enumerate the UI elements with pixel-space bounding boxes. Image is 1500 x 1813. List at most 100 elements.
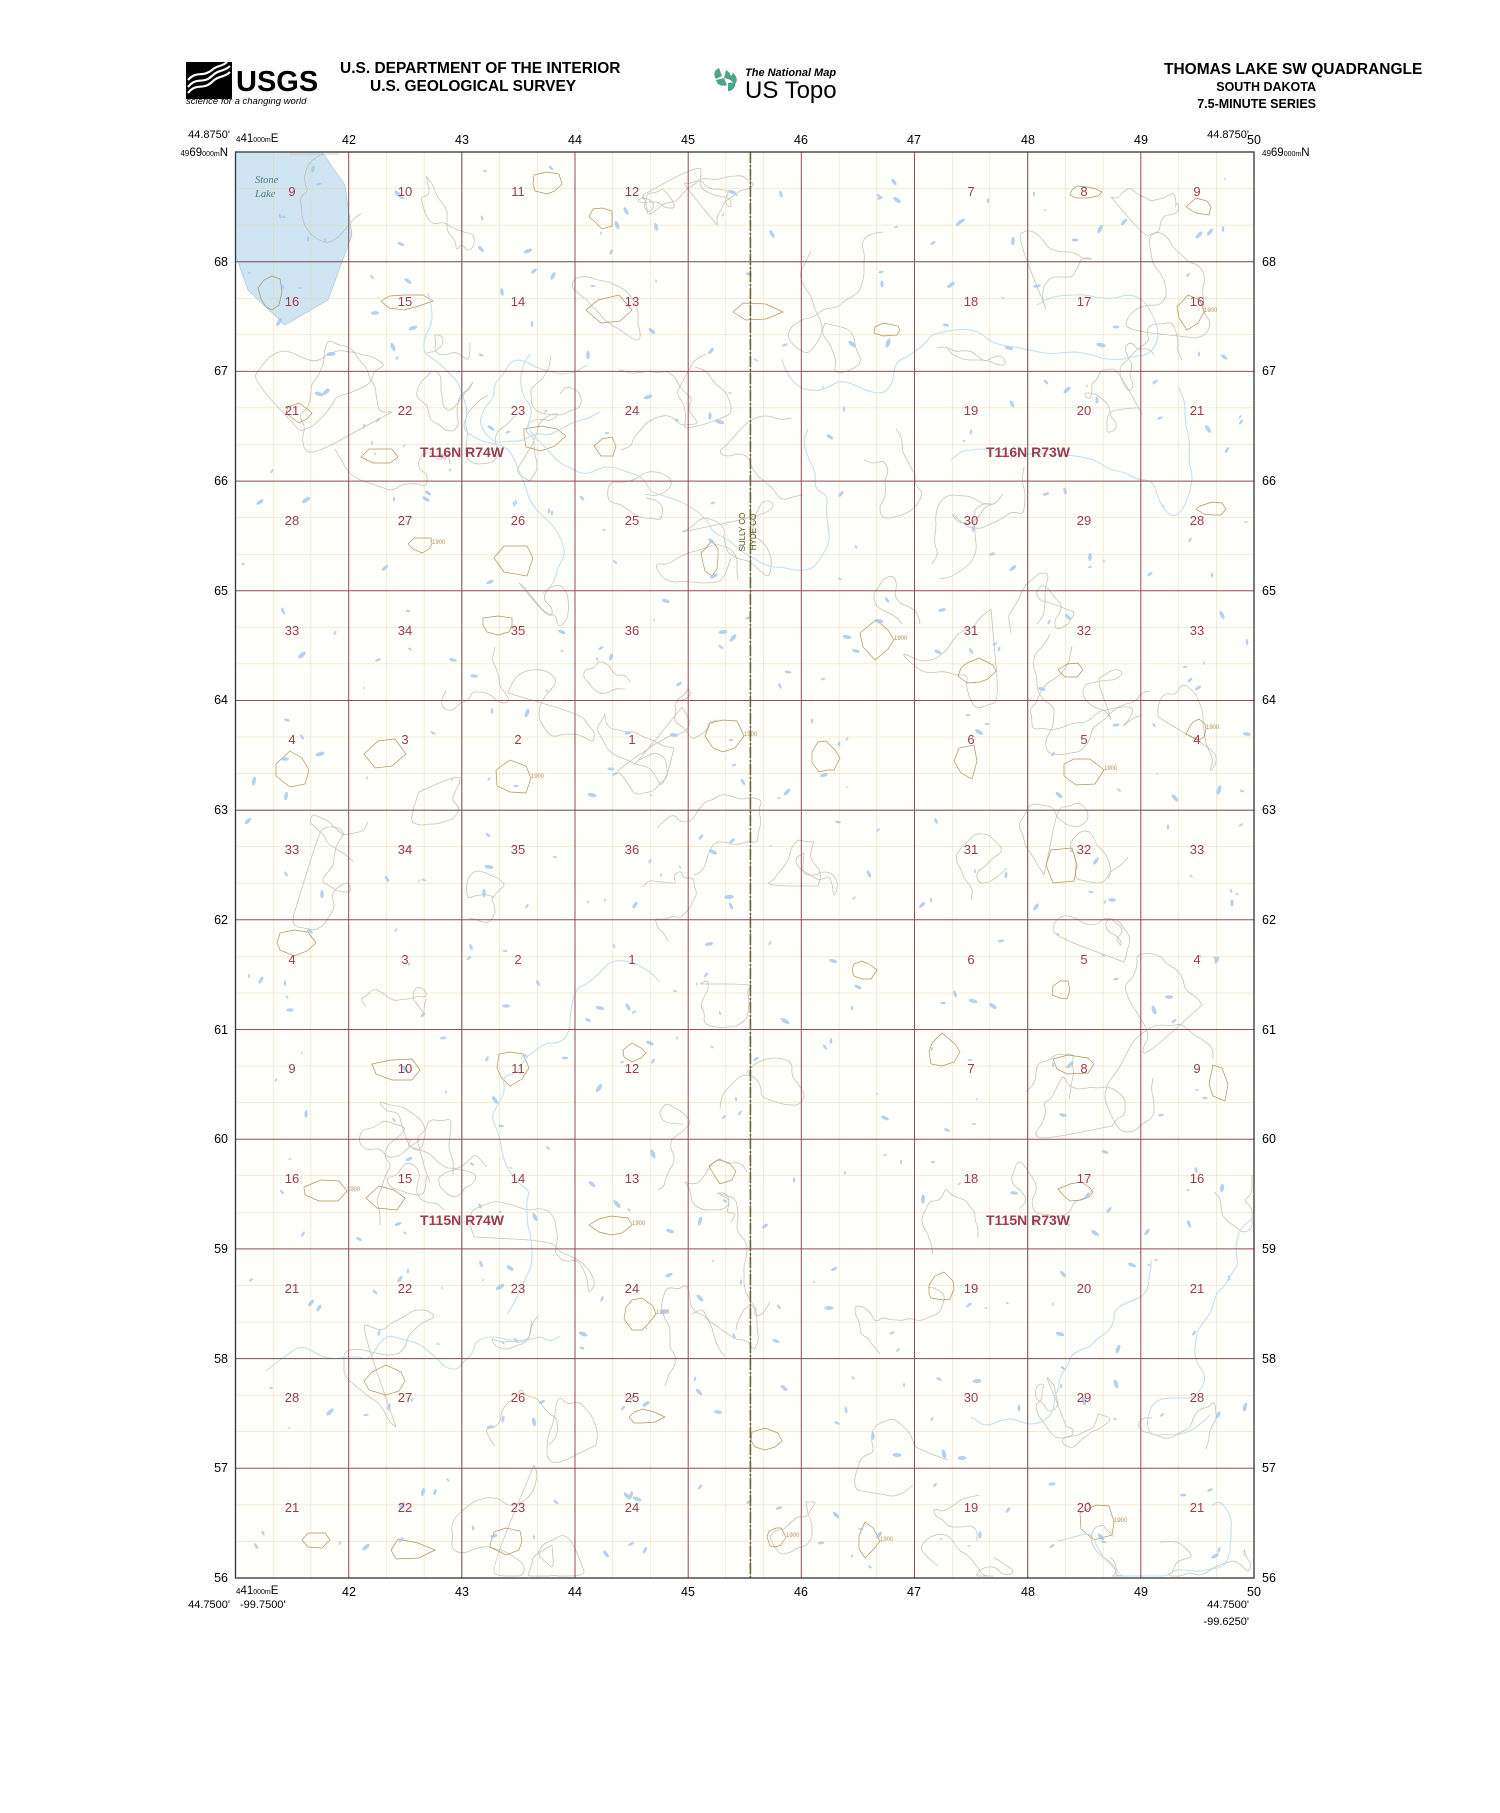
svg-text:31: 31 bbox=[964, 623, 978, 638]
svg-text:18: 18 bbox=[964, 1171, 978, 1186]
svg-text:22: 22 bbox=[398, 403, 412, 418]
svg-text:4: 4 bbox=[1193, 952, 1200, 967]
svg-text:49: 49 bbox=[1134, 1585, 1148, 1599]
svg-text:29: 29 bbox=[1077, 1390, 1091, 1405]
svg-text:30: 30 bbox=[964, 1390, 978, 1405]
svg-text:13: 13 bbox=[625, 294, 639, 309]
svg-text:22: 22 bbox=[398, 1281, 412, 1296]
svg-text:-99.6250': -99.6250' bbox=[1203, 1616, 1249, 1628]
svg-text:36: 36 bbox=[625, 842, 639, 857]
svg-text:9: 9 bbox=[1193, 1061, 1200, 1076]
svg-text:48: 48 bbox=[1021, 1585, 1035, 1599]
svg-text:HYDE CO: HYDE CO bbox=[749, 514, 758, 550]
svg-text:19: 19 bbox=[964, 1281, 978, 1296]
svg-text:50: 50 bbox=[1247, 1585, 1261, 1599]
svg-text:29: 29 bbox=[1077, 513, 1091, 528]
svg-text:5: 5 bbox=[1080, 952, 1087, 967]
svg-text:57: 57 bbox=[1262, 1461, 1276, 1475]
svg-text:4: 4 bbox=[1193, 732, 1200, 747]
svg-text:15: 15 bbox=[398, 1171, 412, 1186]
svg-text:59: 59 bbox=[1262, 1242, 1276, 1256]
svg-text:4969000mN: 4969000mN bbox=[1262, 147, 1310, 159]
svg-text:20: 20 bbox=[1077, 1281, 1091, 1296]
svg-text:12: 12 bbox=[625, 1061, 639, 1076]
svg-text:60: 60 bbox=[1262, 1132, 1276, 1146]
svg-text:T115N R73W: T115N R73W bbox=[986, 1212, 1071, 1228]
svg-text:36: 36 bbox=[625, 623, 639, 638]
svg-text:1900: 1900 bbox=[432, 540, 446, 546]
svg-text:57: 57 bbox=[214, 1461, 228, 1475]
svg-text:-99.7500': -99.7500' bbox=[240, 1599, 286, 1611]
svg-text:61: 61 bbox=[214, 1023, 228, 1037]
svg-text:43: 43 bbox=[455, 1585, 469, 1599]
svg-text:66: 66 bbox=[214, 474, 228, 488]
svg-text:3: 3 bbox=[401, 732, 408, 747]
svg-text:1900: 1900 bbox=[1114, 1518, 1128, 1524]
svg-text:17: 17 bbox=[1077, 294, 1091, 309]
svg-text:9: 9 bbox=[288, 184, 295, 199]
svg-text:17: 17 bbox=[1077, 1171, 1091, 1186]
svg-text:45: 45 bbox=[681, 1585, 695, 1599]
svg-text:5: 5 bbox=[1080, 732, 1087, 747]
svg-text:2: 2 bbox=[514, 732, 521, 747]
svg-text:47: 47 bbox=[907, 1585, 921, 1599]
svg-text:67: 67 bbox=[1262, 364, 1276, 378]
svg-text:50: 50 bbox=[1247, 133, 1261, 147]
svg-text:31: 31 bbox=[964, 842, 978, 857]
svg-text:33: 33 bbox=[1190, 623, 1204, 638]
svg-text:33: 33 bbox=[285, 842, 299, 857]
svg-text:Lake: Lake bbox=[254, 189, 276, 200]
svg-text:48: 48 bbox=[1021, 133, 1035, 147]
svg-text:46: 46 bbox=[794, 1585, 808, 1599]
svg-text:1900: 1900 bbox=[786, 1533, 800, 1539]
svg-text:1900: 1900 bbox=[1104, 766, 1118, 772]
svg-text:T115N R74W: T115N R74W bbox=[420, 1212, 505, 1228]
svg-text:9: 9 bbox=[1193, 184, 1200, 199]
svg-text:14: 14 bbox=[511, 294, 525, 309]
svg-text:67: 67 bbox=[214, 364, 228, 378]
svg-text:7: 7 bbox=[967, 184, 974, 199]
svg-text:25: 25 bbox=[625, 1390, 639, 1405]
svg-text:62: 62 bbox=[214, 913, 228, 927]
svg-text:1900: 1900 bbox=[531, 774, 545, 780]
svg-text:49: 49 bbox=[1134, 133, 1148, 147]
svg-text:44.7500': 44.7500' bbox=[188, 1599, 230, 1611]
svg-text:T116N R74W: T116N R74W bbox=[420, 444, 505, 460]
svg-text:SULLY CO: SULLY CO bbox=[738, 513, 747, 552]
svg-text:44.8750': 44.8750' bbox=[188, 129, 230, 141]
svg-text:8: 8 bbox=[1080, 184, 1087, 199]
svg-text:4969000mN: 4969000mN bbox=[180, 147, 228, 159]
svg-text:46: 46 bbox=[794, 133, 808, 147]
svg-text:28: 28 bbox=[1190, 1390, 1204, 1405]
svg-text:28: 28 bbox=[285, 513, 299, 528]
svg-text:34: 34 bbox=[398, 842, 412, 857]
svg-text:34: 34 bbox=[398, 623, 412, 638]
svg-text:27: 27 bbox=[398, 1390, 412, 1405]
svg-text:24: 24 bbox=[625, 1281, 639, 1296]
svg-text:4: 4 bbox=[288, 952, 295, 967]
svg-text:13: 13 bbox=[625, 1171, 639, 1186]
svg-text:44.7500': 44.7500' bbox=[1207, 1599, 1249, 1611]
svg-text:19: 19 bbox=[964, 403, 978, 418]
svg-text:62: 62 bbox=[1262, 913, 1276, 927]
svg-text:T116N R73W: T116N R73W bbox=[986, 444, 1071, 460]
svg-text:21: 21 bbox=[1190, 1281, 1204, 1296]
svg-text:24: 24 bbox=[625, 403, 639, 418]
svg-text:23: 23 bbox=[511, 1281, 525, 1296]
svg-text:21: 21 bbox=[285, 1281, 299, 1296]
svg-text:26: 26 bbox=[511, 1390, 525, 1405]
svg-text:65: 65 bbox=[1262, 584, 1276, 598]
svg-text:18: 18 bbox=[964, 294, 978, 309]
svg-text:68: 68 bbox=[1262, 255, 1276, 269]
svg-text:66: 66 bbox=[1262, 474, 1276, 488]
svg-text:59: 59 bbox=[214, 1242, 228, 1256]
svg-text:65: 65 bbox=[214, 584, 228, 598]
svg-text:2: 2 bbox=[514, 952, 521, 967]
svg-text:6: 6 bbox=[967, 952, 974, 967]
svg-text:56: 56 bbox=[1262, 1571, 1276, 1585]
svg-text:56: 56 bbox=[214, 1571, 228, 1585]
svg-text:9: 9 bbox=[288, 1061, 295, 1076]
svg-text:16: 16 bbox=[285, 1171, 299, 1186]
svg-text:441000mE: 441000mE bbox=[236, 1585, 279, 1597]
svg-text:21: 21 bbox=[285, 403, 299, 418]
